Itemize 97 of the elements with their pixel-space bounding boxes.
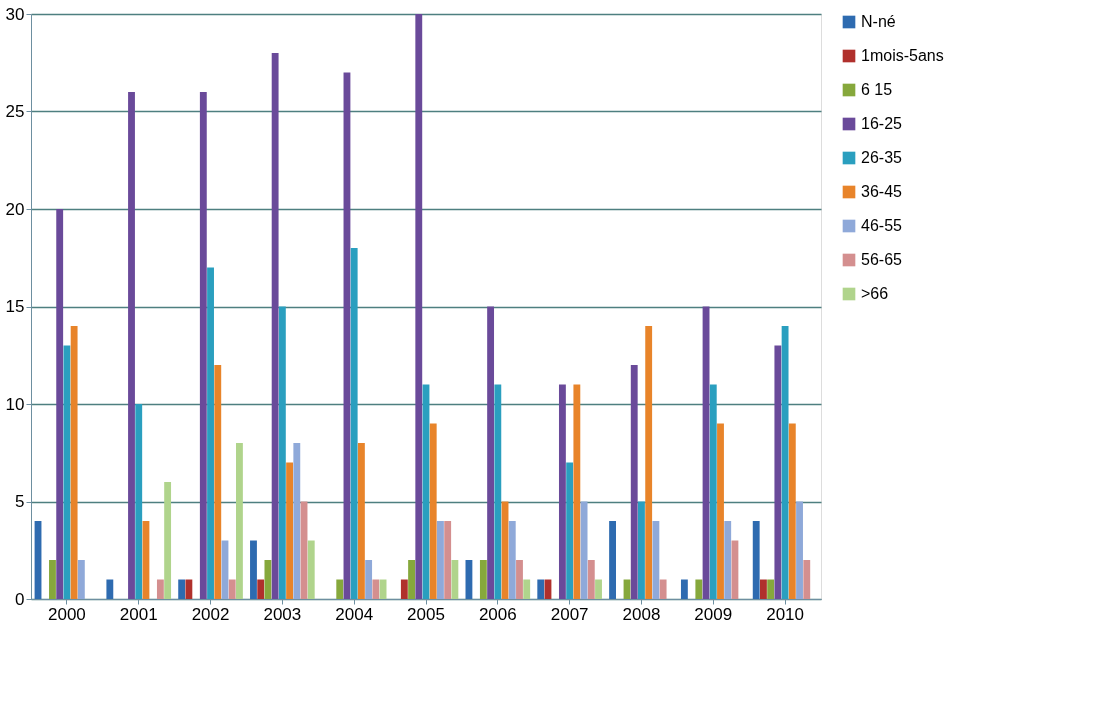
bar — [537, 579, 545, 599]
bar — [752, 521, 760, 599]
bar — [379, 579, 387, 599]
bar — [228, 579, 236, 599]
y-tick-label: 25 — [5, 102, 25, 121]
bar — [680, 579, 688, 599]
bar — [516, 560, 523, 599]
bar — [357, 443, 365, 599]
bar — [573, 384, 581, 599]
bar — [781, 326, 789, 599]
legend-label: 1mois-5ans — [861, 47, 944, 64]
bar — [788, 423, 796, 599]
legend-label: 36-45 — [861, 183, 903, 200]
bar — [437, 521, 444, 599]
y-tick-label: 15 — [5, 297, 25, 316]
legend-label: 6 15 — [861, 81, 893, 98]
bar — [372, 579, 380, 599]
legend-label: 26-35 — [861, 149, 903, 166]
bar — [214, 365, 222, 599]
bar — [429, 423, 437, 599]
bar — [185, 579, 193, 599]
x-tick-label: 2009 — [694, 604, 733, 624]
bar — [250, 540, 257, 599]
bar — [451, 560, 459, 599]
bar — [236, 443, 243, 599]
bar — [709, 384, 717, 599]
bar — [156, 579, 164, 599]
bar — [717, 423, 724, 599]
y-tick-label: 5 — [15, 492, 25, 511]
bar — [135, 404, 143, 599]
x-tick-label: 2007 — [550, 604, 589, 624]
legend-label: 56-65 — [861, 251, 903, 268]
legend-label: N-né — [861, 13, 896, 30]
bar — [199, 92, 207, 599]
bar — [595, 579, 602, 599]
bar — [487, 306, 495, 599]
bar — [796, 501, 803, 599]
bar — [365, 560, 373, 599]
bar — [767, 579, 775, 599]
bar — [587, 560, 595, 599]
bar — [106, 579, 114, 599]
bar — [630, 365, 638, 599]
bar — [70, 326, 78, 599]
bar — [164, 482, 172, 599]
x-tick-label: 2005 — [407, 604, 445, 624]
bar — [566, 462, 574, 599]
bar — [400, 579, 408, 599]
bar — [128, 92, 135, 599]
bar — [759, 579, 767, 599]
bar — [336, 579, 344, 599]
bar — [803, 560, 811, 599]
y-tick-label: 20 — [5, 199, 25, 219]
y-tick-label: 0 — [15, 589, 25, 609]
legend-label: 16-25 — [861, 115, 903, 132]
legend-label: >66 — [861, 285, 889, 302]
x-tick-label: 2003 — [263, 604, 302, 624]
bar — [724, 521, 732, 599]
x-tick-label: 2000 — [48, 604, 86, 624]
bar — [652, 521, 660, 599]
y-tick-label: 10 — [5, 394, 25, 414]
legend-label: 46-55 — [861, 217, 903, 234]
bar — [659, 579, 667, 599]
bar — [207, 267, 214, 599]
bar — [77, 560, 85, 599]
bar — [49, 560, 56, 599]
bar — [271, 53, 279, 599]
bar — [609, 521, 616, 599]
bar — [264, 560, 272, 599]
x-tick-label: 2004 — [335, 604, 374, 624]
x-tick-label: 2010 — [766, 604, 804, 624]
bar — [63, 345, 71, 599]
bar — [494, 384, 502, 599]
x-tick-label: 2006 — [478, 604, 517, 624]
bar — [580, 501, 588, 599]
bar — [479, 560, 487, 599]
bar — [408, 560, 415, 599]
bar — [56, 209, 64, 599]
x-tick-label: 2002 — [191, 604, 230, 624]
bar — [523, 579, 531, 599]
bar — [278, 306, 286, 599]
bar — [774, 345, 782, 599]
bar — [415, 14, 423, 599]
bar — [638, 501, 645, 599]
x-tick-label: 2001 — [119, 604, 158, 624]
bar — [558, 384, 566, 599]
x-tick-label: 2008 — [622, 604, 661, 624]
bar — [257, 579, 265, 599]
y-tick-label: 30 — [5, 4, 25, 24]
bar — [307, 540, 315, 599]
bar — [286, 462, 294, 599]
bar — [645, 326, 653, 599]
bar — [444, 521, 452, 599]
bar — [508, 521, 516, 599]
bar — [178, 579, 186, 599]
bar — [695, 579, 703, 599]
bar — [350, 248, 358, 599]
bar — [293, 443, 301, 599]
